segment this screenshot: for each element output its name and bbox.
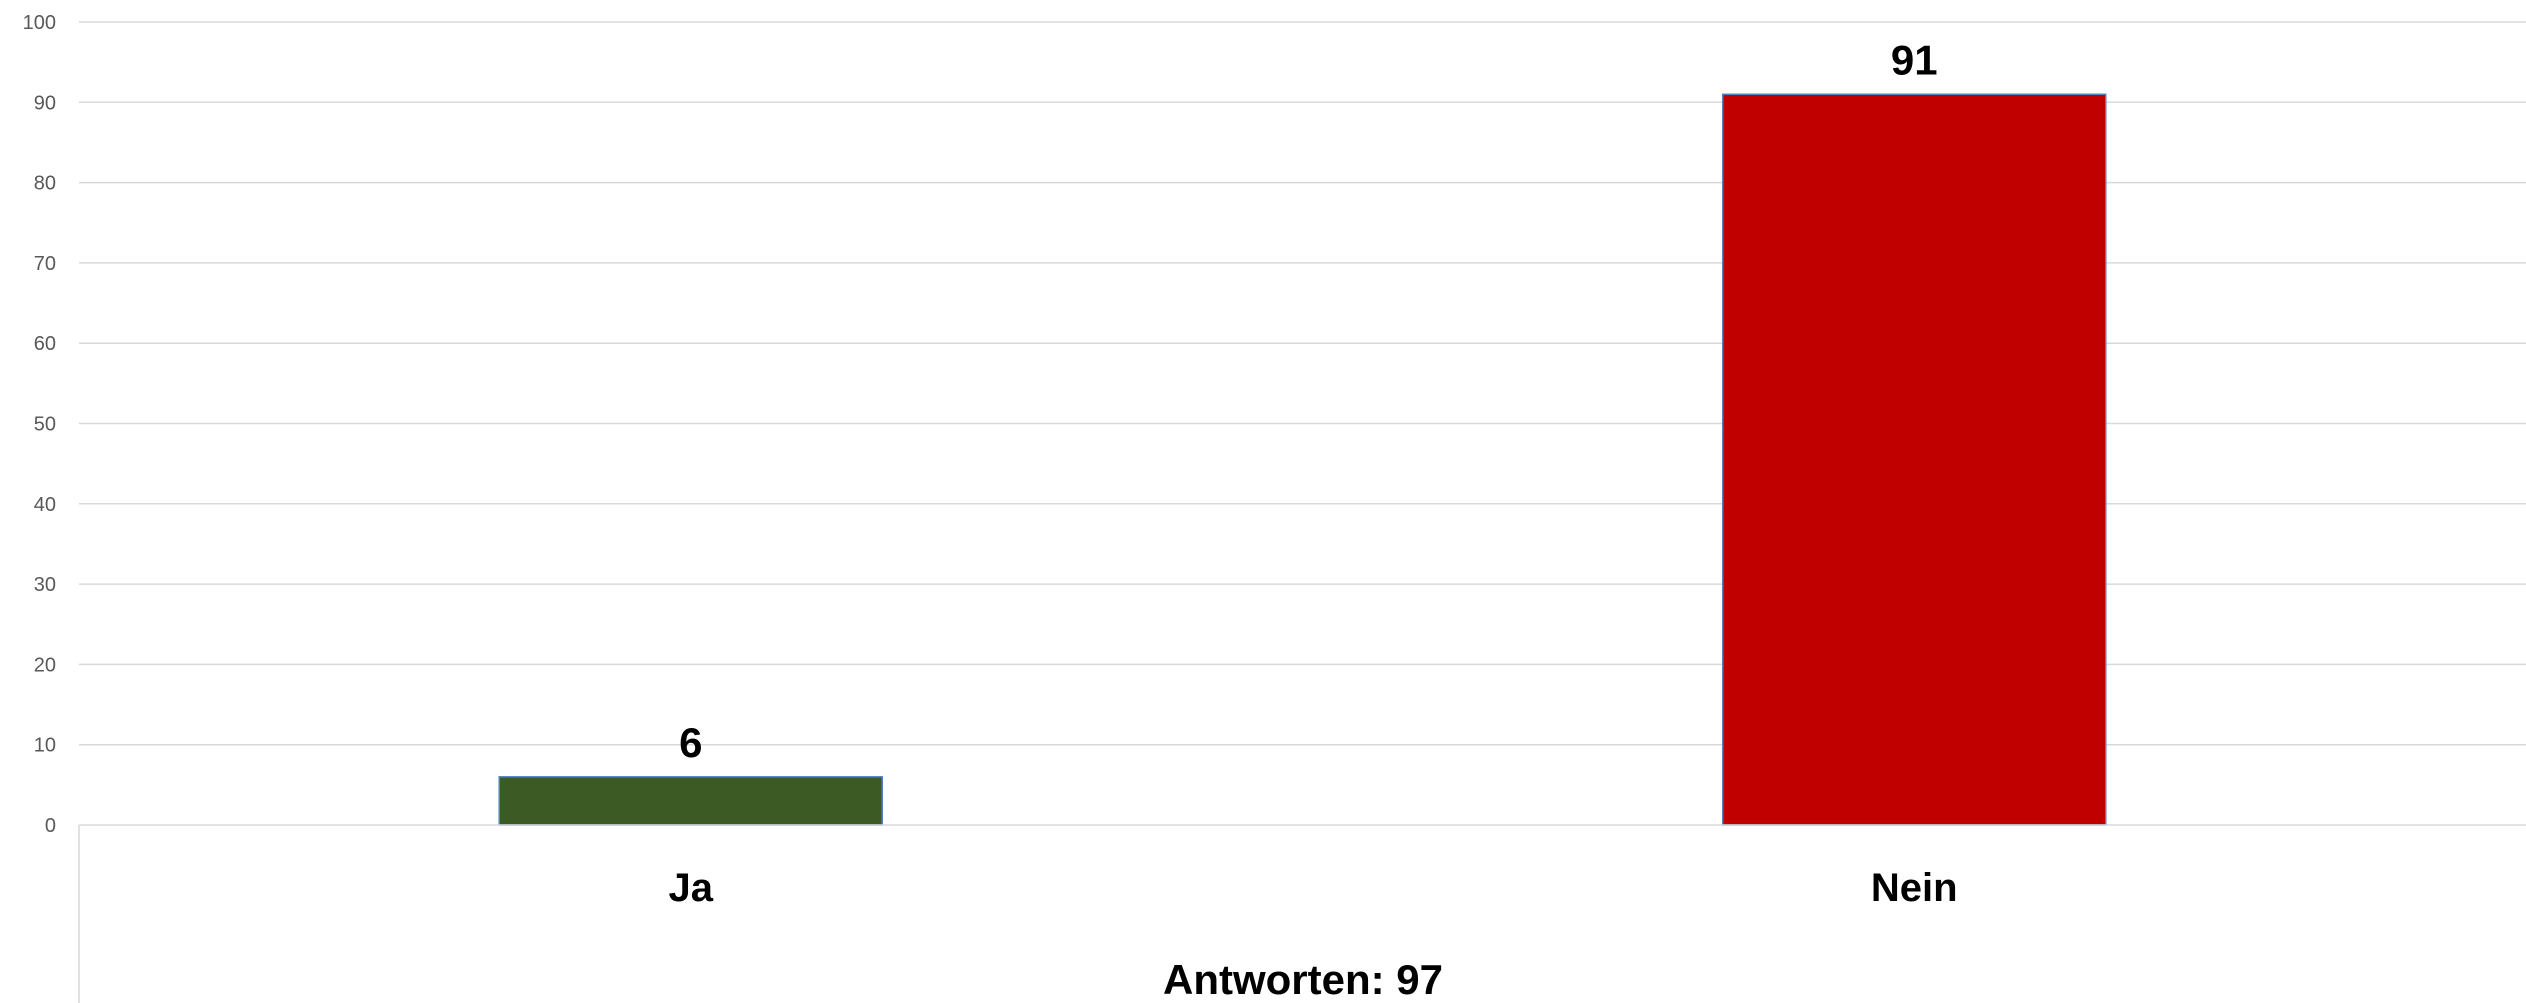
bar-nein: [1722, 93, 2107, 826]
responses-count-label: Antworten: 97: [1163, 956, 1443, 1003]
y-tick-label-90: 90: [34, 92, 56, 114]
y-tick-label-30: 30: [34, 574, 56, 596]
y-tick-label-10: 10: [34, 735, 56, 757]
bars: [498, 93, 2107, 826]
data-label-ja: 6: [679, 719, 702, 766]
y-tick-label-50: 50: [34, 414, 56, 436]
y-tick-label-100: 100: [23, 12, 56, 34]
gridlines: [79, 21, 2526, 746]
y-tick-label-70: 70: [34, 253, 56, 275]
y-axis-ticks: 0 10 20 30 40 50 60 70 80 90 100: [23, 12, 56, 837]
y-tick-label-0: 0: [45, 815, 56, 837]
y-tick-label-40: 40: [34, 494, 56, 516]
y-tick-label-20: 20: [34, 654, 56, 676]
bar-ja: [498, 776, 883, 826]
y-tick-label-80: 80: [34, 173, 56, 195]
x-category-label-ja: Ja: [669, 866, 714, 910]
x-category-label-nein: Nein: [1871, 866, 1958, 910]
data-labels: 6 91: [679, 36, 1938, 766]
data-label-nein: 91: [1891, 36, 1938, 83]
y-tick-label-60: 60: [34, 333, 56, 355]
x-axis-categories: Ja Nein: [669, 866, 1958, 910]
